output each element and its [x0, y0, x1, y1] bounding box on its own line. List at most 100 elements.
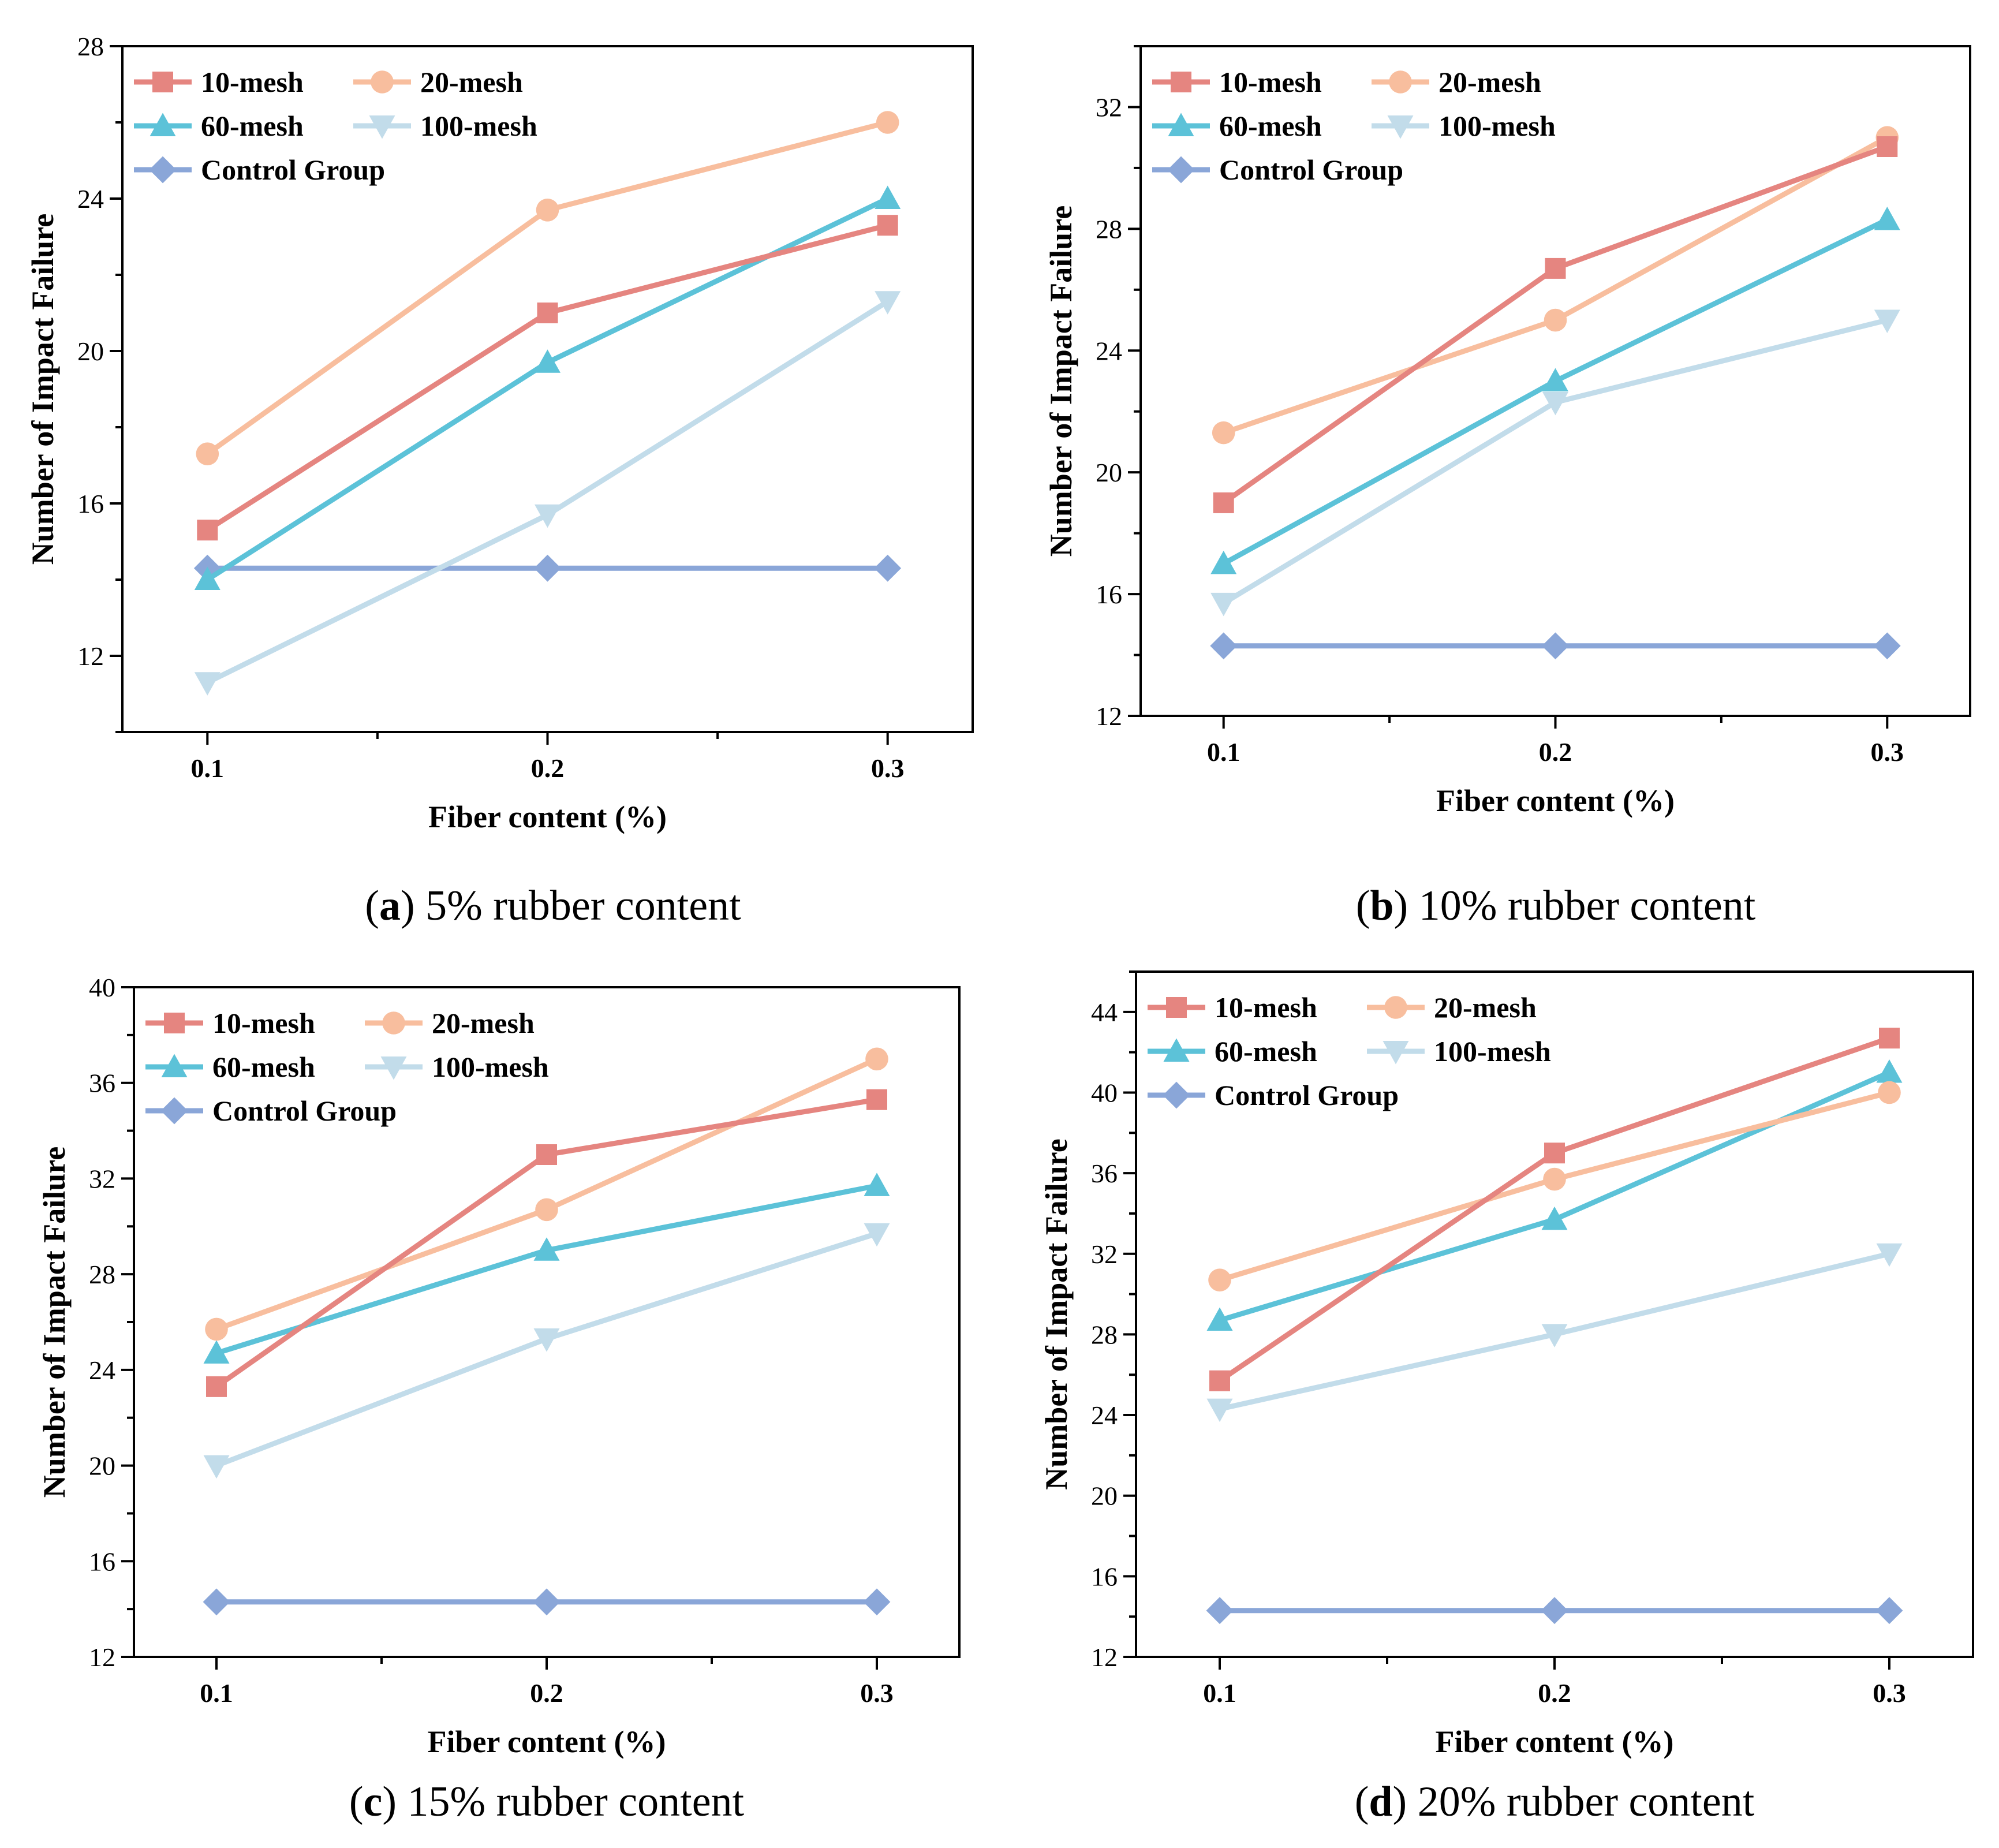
y-tick-label: 20 [1091, 1481, 1118, 1511]
caption-letter: b [1370, 882, 1393, 929]
y-tick-label: 32 [89, 1164, 115, 1193]
series-10-mesh [206, 1089, 887, 1397]
legend-marker-100-mesh [380, 1056, 407, 1080]
data-point-10-mesh [1545, 257, 1566, 279]
legend-marker-20-mesh [371, 70, 394, 94]
legend-marker-10-mesh [1166, 997, 1187, 1018]
legend-label-60-mesh: 60-mesh [1215, 1035, 1317, 1067]
y-tick-label: 12 [77, 641, 104, 671]
x-tick-label: 0.3 [860, 1678, 894, 1708]
series-100-mesh [203, 1223, 890, 1479]
legend-label-60-mesh: 60-mesh [1219, 110, 1322, 142]
chart-panel-a: 12 16 20 24 28 0.1 0.2 0.3 Fiber content (%) Numb… [25, 32, 974, 929]
legend-marker-control-group [160, 1097, 188, 1125]
data-point-100-mesh [1876, 1243, 1903, 1267]
legend-marker-60-mesh [150, 113, 176, 136]
legend: 10-mesh 20-mesh 60-mesh 100-mesh Control Gro… [145, 1007, 549, 1127]
data-point-100-mesh [1874, 309, 1900, 334]
legend-marker-60-mesh [1163, 1038, 1190, 1062]
panel-caption: (c) 15% rubber content [349, 1778, 745, 1825]
data-point-10-mesh [1879, 1028, 1900, 1049]
legend-marker-60-mesh [1168, 113, 1194, 136]
y-tick-label: 16 [77, 489, 104, 518]
series-10-mesh [1213, 136, 1898, 513]
legend-marker-20-mesh [1389, 70, 1412, 94]
x-axis-title: Fiber content (%) [428, 800, 667, 834]
caption-paren-open: ( [349, 1778, 364, 1825]
data-point-control-group [533, 1588, 561, 1616]
y-tick-label: 44 [1091, 998, 1118, 1027]
data-point-60-mesh [1206, 1307, 1233, 1331]
legend-label-10-mesh: 10-mesh [1219, 66, 1322, 98]
y-tick-label: 24 [77, 184, 104, 214]
x-axis-title: Fiber content (%) [1436, 783, 1675, 818]
chart-panel-d: 12 16 20 24 28 32 36 40 44 0.1 0.2 0.3 Fiber content… [1039, 970, 1974, 1825]
legend-label-100-mesh: 100-mesh [432, 1051, 549, 1083]
legend-label-control-group: Control Group [212, 1095, 397, 1127]
caption-paren-open: ( [365, 882, 379, 929]
y-tick-label: 20 [77, 337, 104, 366]
data-point-control-group [863, 1588, 891, 1616]
y-axis-title: Number of Impact Failure [37, 1147, 72, 1498]
legend-label-10-mesh: 10-mesh [1215, 991, 1317, 1024]
y-tick-label: 24 [89, 1356, 115, 1385]
series-10-mesh [197, 215, 898, 541]
x-tick-label: 0.2 [531, 753, 565, 783]
x-tick-label: 0.3 [871, 753, 905, 783]
legend-label-100-mesh: 100-mesh [420, 110, 537, 142]
panel-caption: (a) 5% rubber content [365, 882, 741, 929]
x-tick-label: 0.1 [191, 753, 225, 783]
caption-letter: c [364, 1778, 383, 1825]
y-tick-label: 12 [1091, 1642, 1118, 1672]
data-point-20-mesh [536, 199, 559, 222]
y-tick-label: 16 [1091, 1562, 1118, 1591]
legend-label-60-mesh: 60-mesh [212, 1051, 315, 1083]
y-tick-label: 36 [1091, 1159, 1118, 1188]
data-point-10-mesh [537, 303, 558, 323]
y-tick-label: 36 [89, 1069, 115, 1098]
caption-text: 15% rubber content [397, 1778, 745, 1825]
series-20-mesh [196, 111, 899, 465]
data-point-10-mesh [866, 1089, 887, 1110]
legend-marker-100-mesh [1383, 1041, 1409, 1065]
data-point-60-mesh [1210, 550, 1237, 574]
legend-marker-60-mesh [161, 1054, 188, 1077]
data-point-100-mesh [535, 504, 561, 528]
y-tick-label: 16 [89, 1547, 115, 1576]
data-point-60-mesh [1541, 1206, 1568, 1230]
legend-marker-20-mesh [1384, 996, 1407, 1019]
caption-paren-open: ( [1356, 882, 1370, 929]
x-tick-label: 0.1 [1203, 1678, 1236, 1708]
data-point-60-mesh [1876, 1059, 1903, 1083]
data-point-10-mesh [206, 1376, 227, 1397]
data-point-100-mesh [1541, 1324, 1568, 1347]
legend-marker-control-group [1167, 156, 1195, 184]
legend-label-20-mesh: 20-mesh [420, 66, 523, 98]
data-point-100-mesh [533, 1328, 560, 1352]
data-point-100-mesh [1206, 1398, 1233, 1423]
legend: 10-mesh 20-mesh 60-mesh 100-mesh Control Gro… [1148, 991, 1551, 1111]
data-point-100-mesh [194, 672, 221, 696]
data-point-100-mesh [1210, 592, 1237, 617]
data-point-20-mesh [1544, 308, 1567, 332]
y-tick-label: 28 [1091, 1320, 1118, 1349]
y-axis-title: Number of Impact Failure [25, 214, 60, 565]
series-60-mesh [203, 1173, 890, 1364]
chart-panel-b: 12 16 20 24 28 32 0.1 0.2 0.3 Fiber content (%) Nu… [1044, 45, 1971, 929]
data-point-100-mesh [864, 1223, 890, 1247]
legend-marker-control-group [1163, 1081, 1190, 1109]
data-point-20-mesh [205, 1317, 228, 1341]
caption-paren-close: ) [401, 882, 415, 929]
legend-label-control-group: Control Group [1219, 154, 1403, 186]
data-point-60-mesh [1542, 368, 1568, 391]
legend-marker-20-mesh [382, 1011, 405, 1035]
x-tick-label: 0.2 [530, 1678, 563, 1708]
chart-panel-c: 12 16 20 24 28 32 36 40 0.1 0.2 0.3 Fiber content (… [37, 973, 961, 1825]
x-tick-label: 0.2 [1538, 1678, 1571, 1708]
series-20-mesh [1208, 1081, 1901, 1291]
data-point-60-mesh [533, 1237, 560, 1261]
data-point-60-mesh [875, 185, 901, 209]
data-point-10-mesh [536, 1144, 557, 1165]
legend: 10-mesh 20-mesh 60-mesh 100-mesh Control Gro… [1152, 66, 1556, 186]
